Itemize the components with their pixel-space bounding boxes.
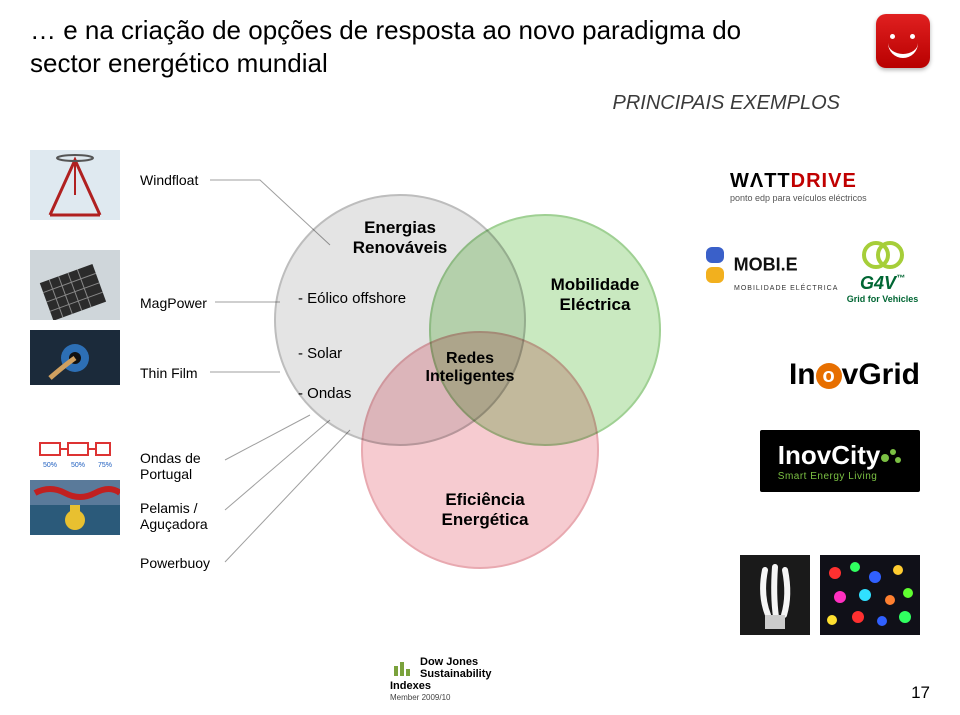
logo-g4v: G4V™ Grid for Vehicles — [835, 240, 930, 304]
logo-inovcity-sub: Smart Energy Living — [778, 471, 902, 482]
venn-sub-eolico: - Eólico offshore — [298, 290, 406, 307]
logo-mobie-sub: MOBILIDADE ELÉCTRICA — [734, 285, 838, 292]
thumb-leds — [820, 555, 920, 635]
logo-mobie: MOBI.E MOBILIDADE ELÉCTRICA — [700, 245, 838, 292]
dj-l1: Dow Jones — [420, 656, 478, 668]
dj-l3: Member 2009/10 — [390, 693, 450, 702]
dowjones-footer: Dow Jones Sustainability Indexes Member … — [390, 656, 506, 703]
thumb-cfl — [740, 555, 810, 635]
venn-sub-ondas: - Ondas — [298, 385, 351, 402]
venn-title-renovaveis-text: Energias Renováveis — [353, 218, 448, 257]
logo-inovcity: InovCity Smart Energy Living — [760, 430, 920, 492]
venn-title-mobilidade-text: Mobilidade Eléctrica — [551, 275, 640, 314]
logo-g4v-sub: Grid for Vehicles — [835, 294, 930, 304]
slide: … e na criação de opções de resposta ao … — [0, 0, 960, 715]
venn-sub-solar: - Solar — [298, 345, 342, 362]
venn-title-eficiencia: Eficiência Energética — [410, 490, 560, 530]
venn-title-mobilidade: Mobilidade Eléctrica — [540, 275, 650, 315]
logo-mobie-text: MOBI.E — [734, 255, 798, 275]
venn-title-renovaveis: Energias Renováveis — [320, 218, 480, 258]
logo-inovgrid: InovGrid — [789, 358, 920, 392]
logo-wattdrive-sub: ponto edp para veículos eléctricos — [730, 193, 920, 203]
logo-wattdrive: WΛTTDRIVE ponto edp para veículos eléctr… — [730, 170, 920, 203]
venn-title-eficiencia-text: Eficiência Energética — [442, 490, 529, 529]
page-number: 17 — [911, 683, 930, 703]
venn-center-label: Redes Inteligentes — [410, 350, 530, 386]
